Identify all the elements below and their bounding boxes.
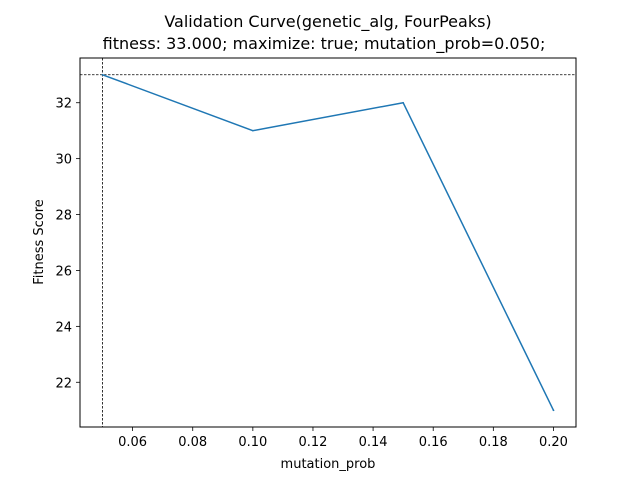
reference-lines	[80, 58, 576, 427]
y-tick-label: 24	[55, 320, 72, 335]
plot-frame	[79, 57, 577, 428]
y-axis-label: Fitness Score	[32, 199, 47, 285]
y-ticks: 22 24 26 28 30 32	[55, 97, 80, 391]
y-tick-label: 28	[55, 209, 72, 224]
x-tick-label: 0.16	[419, 435, 448, 450]
data-point	[252, 129, 254, 132]
data-point	[552, 409, 555, 412]
chart-title: Validation Curve(genetic_alg, FourPeaks)	[164, 12, 491, 32]
y-tick-label: 22	[55, 376, 72, 391]
x-tick-label: 0.08	[178, 435, 207, 450]
series-layer	[101, 73, 555, 412]
x-tick-label: 0.10	[238, 435, 267, 450]
x-tick-label: 0.14	[359, 435, 388, 450]
y-tick-label: 30	[55, 153, 72, 168]
x-tick-label: 0.20	[539, 435, 568, 450]
x-tick-label: 0.12	[298, 435, 327, 450]
chart-subtitle: fitness: 33.000; maximize: true; mutatio…	[103, 34, 546, 54]
data-point	[101, 73, 104, 76]
x-tick-label: 0.06	[118, 435, 147, 450]
data-point	[402, 101, 404, 104]
x-tick-label: 0.18	[479, 435, 508, 450]
y-tick-label: 26	[55, 264, 72, 279]
series-line-0	[101, 73, 555, 412]
y-tick-label: 32	[55, 97, 72, 112]
x-axis-label: mutation_prob	[281, 457, 376, 472]
x-ticks: 0.06 0.08 0.10 0.12 0.14 0.16 0.18 0.20	[118, 427, 568, 450]
